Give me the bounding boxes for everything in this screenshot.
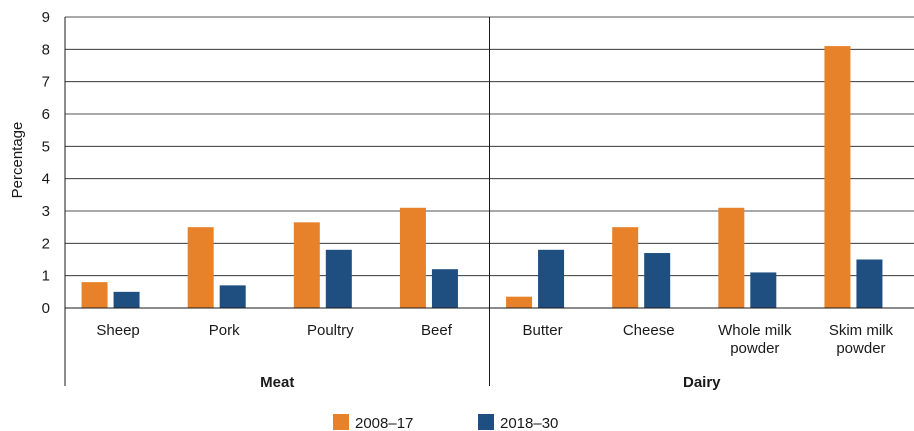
bar bbox=[431, 269, 458, 308]
y-tick-label: 9 bbox=[42, 9, 50, 26]
bars bbox=[81, 46, 883, 308]
category-label: Sheep bbox=[96, 322, 139, 339]
bar bbox=[506, 296, 533, 308]
y-axis-label: Percentage bbox=[9, 122, 26, 199]
bar bbox=[644, 253, 671, 308]
category-label: Butter bbox=[523, 322, 563, 339]
y-tick-label: 8 bbox=[42, 41, 50, 58]
category-label: Skim milk bbox=[829, 322, 894, 339]
group-labels: Meat Dairy bbox=[260, 374, 721, 391]
category-labels: Sheep Pork Poultry Beef Butter Cheese Whole mi… bbox=[96, 322, 893, 357]
bar bbox=[718, 207, 745, 308]
y-tick-label: 1 bbox=[42, 268, 50, 285]
legend-label: 2018–30 bbox=[500, 415, 558, 431]
bar bbox=[113, 291, 140, 308]
y-tick-label: 7 bbox=[42, 74, 50, 91]
bar bbox=[538, 249, 565, 308]
group-label: Dairy bbox=[683, 374, 721, 391]
y-tick-label: 4 bbox=[42, 171, 50, 188]
bar bbox=[187, 227, 214, 308]
y-tick-label: 2 bbox=[42, 235, 50, 252]
y-tick-label: 3 bbox=[42, 203, 50, 220]
bar bbox=[81, 282, 108, 308]
category-label: powder bbox=[836, 340, 885, 357]
bar bbox=[219, 285, 246, 308]
group-label: Meat bbox=[260, 374, 294, 391]
y-tick-label: 5 bbox=[42, 138, 50, 155]
bar bbox=[856, 259, 883, 308]
legend: 2008–17 2018–30 bbox=[333, 414, 558, 431]
bar bbox=[750, 272, 777, 308]
category-label: Whole milk bbox=[718, 322, 792, 339]
bar bbox=[325, 249, 352, 308]
legend-label: 2008–17 bbox=[355, 415, 413, 431]
category-label: powder bbox=[730, 340, 779, 357]
category-label: Pork bbox=[209, 322, 240, 339]
bar bbox=[612, 227, 639, 308]
category-label: Poultry bbox=[307, 322, 354, 339]
y-tick-label: 6 bbox=[42, 106, 50, 123]
bar bbox=[399, 207, 426, 308]
category-label: Cheese bbox=[623, 322, 675, 339]
bar bbox=[293, 222, 320, 308]
legend-swatch bbox=[333, 414, 349, 430]
category-label: Beef bbox=[421, 322, 453, 339]
y-tick-labels: 0 1 2 3 4 5 6 7 8 9 bbox=[42, 9, 50, 317]
bar bbox=[824, 46, 851, 308]
legend-swatch bbox=[478, 414, 494, 430]
axes bbox=[64, 17, 914, 386]
y-tick-label: 0 bbox=[42, 300, 50, 317]
